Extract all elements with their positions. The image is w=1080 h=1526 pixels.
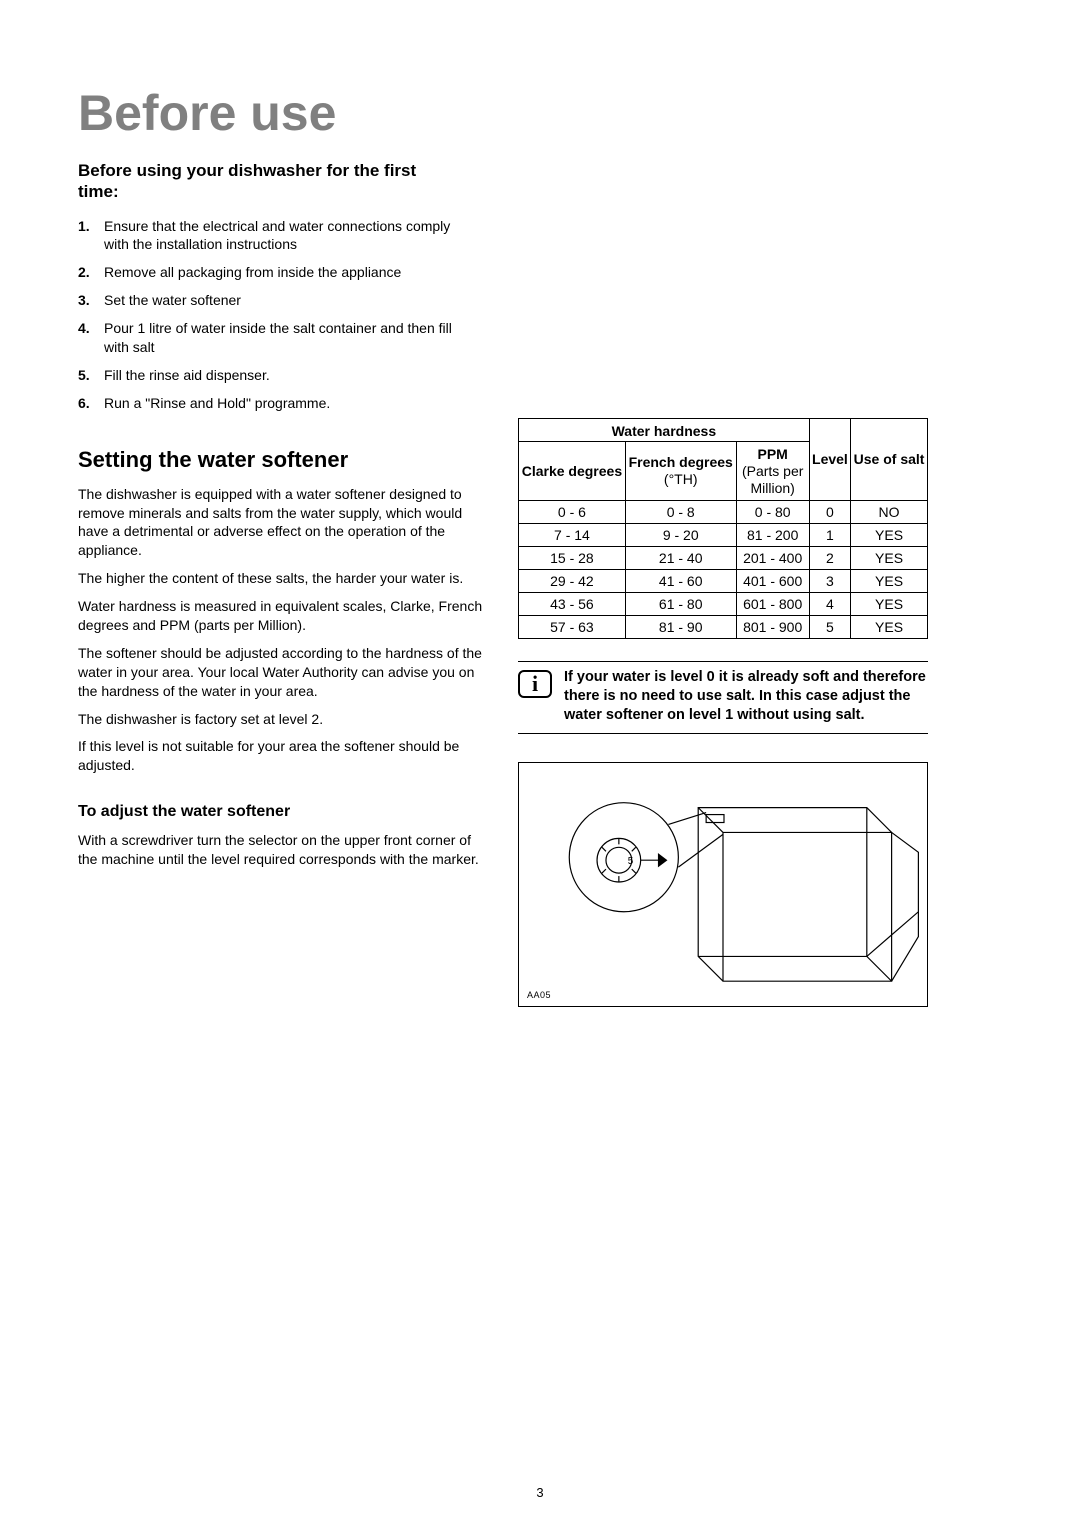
water-hardness-table: Water hardness Level Use of salt Clarke … — [518, 418, 928, 639]
table-col-level: Level — [809, 419, 850, 501]
diagram-label: AA05 — [527, 990, 551, 1000]
table-col-salt: Use of salt — [851, 419, 928, 501]
table-row: 15 - 2821 - 40201 - 4002YES — [519, 547, 928, 570]
list-item: Pour 1 litre of water inside the salt co… — [78, 319, 478, 357]
list-item: Ensure that the electrical and water con… — [78, 217, 478, 255]
table-row: 7 - 149 - 2081 - 2001YES — [519, 524, 928, 547]
table-col-clarke: Clarke degrees — [519, 442, 626, 501]
softener-heading: Setting the water softener — [78, 447, 488, 473]
body-text: With a screwdriver turn the selector on … — [78, 831, 488, 869]
page-number: 3 — [0, 1485, 1080, 1500]
table-row: 29 - 4241 - 60401 - 6003YES — [519, 570, 928, 593]
table-row: 43 - 5661 - 80601 - 8004YES — [519, 593, 928, 616]
body-text: The dishwasher is equipped with a water … — [78, 485, 488, 561]
page-title: Before use — [78, 84, 1002, 142]
list-item: Fill the rinse aid dispenser. — [78, 366, 478, 385]
body-text: If this level is not suitable for your a… — [78, 737, 488, 775]
table-row: 57 - 6381 - 90801 - 9005YES — [519, 616, 928, 639]
left-column: Before using your dishwasher for the fir… — [78, 160, 488, 1007]
info-text: If your water is level 0 it is already s… — [564, 668, 928, 725]
table-col-french: French degrees (°TH) — [625, 442, 736, 501]
body-text: The higher the content of these salts, t… — [78, 569, 488, 588]
steps-list: Ensure that the electrical and water con… — [78, 217, 488, 413]
info-callout: i If your water is level 0 it is already… — [518, 661, 928, 734]
intro-heading: Before using your dishwasher for the fir… — [78, 160, 458, 203]
right-column: Water hardness Level Use of salt Clarke … — [518, 160, 928, 1007]
body-text: The dishwasher is factory set at level 2… — [78, 710, 488, 729]
svg-text:5: 5 — [628, 856, 634, 867]
list-item: Remove all packaging from inside the app… — [78, 263, 478, 282]
body-text: The softener should be adjusted accordin… — [78, 644, 488, 701]
list-item: Run a "Rinse and Hold" programme. — [78, 394, 478, 413]
table-group-header: Water hardness — [519, 419, 810, 442]
dishwasher-diagram: 5 AA05 — [518, 762, 928, 1007]
table-row: 0 - 60 - 80 - 800NO — [519, 501, 928, 524]
body-text: Water hardness is measured in equivalent… — [78, 597, 488, 635]
table-col-ppm: PPM (Parts per Million) — [736, 442, 809, 501]
list-item: Set the water softener — [78, 291, 478, 310]
info-icon: i — [518, 670, 552, 698]
adjust-heading: To adjust the water softener — [78, 803, 488, 821]
